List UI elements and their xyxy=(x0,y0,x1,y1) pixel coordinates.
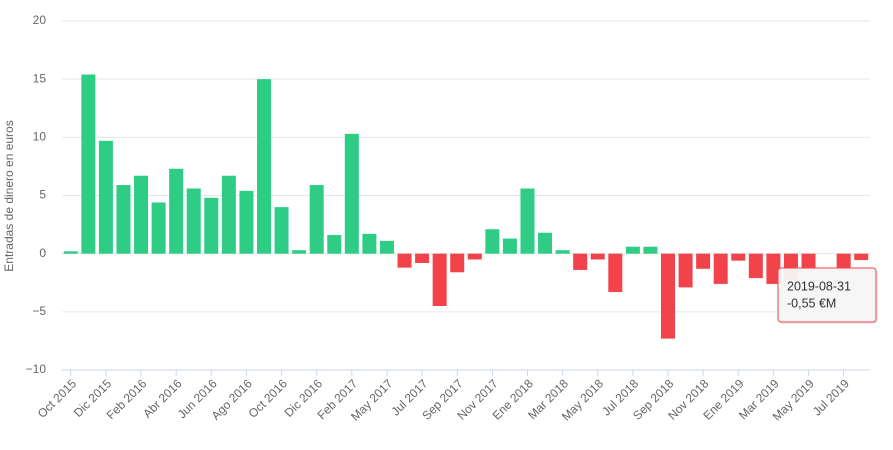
y-tick-label: 10 xyxy=(33,130,47,144)
y-tick-label: −5 xyxy=(32,304,46,318)
bar xyxy=(836,253,851,272)
y-tick-label: −10 xyxy=(26,362,47,376)
bar xyxy=(485,229,500,254)
bar xyxy=(450,253,465,273)
bar xyxy=(678,253,693,288)
x-tick-label: Oct 2016 xyxy=(246,376,291,421)
bar xyxy=(467,253,482,260)
bar xyxy=(292,250,307,254)
bar xyxy=(221,175,236,254)
bar xyxy=(274,207,289,254)
bar xyxy=(801,253,816,270)
bar xyxy=(502,238,517,254)
bar xyxy=(748,253,763,279)
bar xyxy=(854,253,869,261)
bar xyxy=(186,188,201,254)
bar xyxy=(731,253,746,261)
bar xyxy=(204,197,219,254)
bar xyxy=(397,253,412,268)
y-tick-label: 15 xyxy=(33,71,47,85)
bar xyxy=(432,253,447,307)
x-tick-label: Jul 2019 xyxy=(810,376,852,418)
tooltip-date: 2019-08-31 xyxy=(787,279,851,293)
tooltip: 2019-08-31 -0,55 €M xyxy=(777,267,878,324)
bar xyxy=(116,185,131,254)
bar xyxy=(327,235,342,254)
tooltip-value: -0,55 €M xyxy=(787,296,836,310)
bar xyxy=(520,188,535,254)
bar xyxy=(661,253,675,339)
bar xyxy=(257,79,271,254)
bar xyxy=(538,232,553,254)
bar xyxy=(63,251,78,254)
bar xyxy=(625,246,640,254)
bar xyxy=(713,253,728,284)
bar xyxy=(696,253,711,269)
bar xyxy=(590,253,605,260)
bar xyxy=(643,246,658,254)
bar xyxy=(573,253,588,270)
y-axis-title: Entradas de dinero en euros xyxy=(2,120,16,271)
bar xyxy=(344,133,359,254)
bar xyxy=(415,253,430,263)
x-tick-label: Oct 2015 xyxy=(35,376,80,421)
bar xyxy=(151,202,166,254)
bar xyxy=(362,233,377,254)
bar xyxy=(379,240,394,254)
bar xyxy=(98,140,113,254)
bar xyxy=(766,253,781,284)
y-tick-label: 20 xyxy=(33,13,47,27)
tooltip-box xyxy=(777,267,877,323)
bar xyxy=(169,168,184,254)
bar xyxy=(608,253,623,293)
bar xyxy=(309,185,324,254)
y-tick-label: 5 xyxy=(39,188,46,202)
bar xyxy=(239,190,254,254)
y-tick-label: 0 xyxy=(39,246,46,260)
bar xyxy=(555,250,570,254)
bar xyxy=(134,175,149,254)
bar xyxy=(81,74,96,254)
